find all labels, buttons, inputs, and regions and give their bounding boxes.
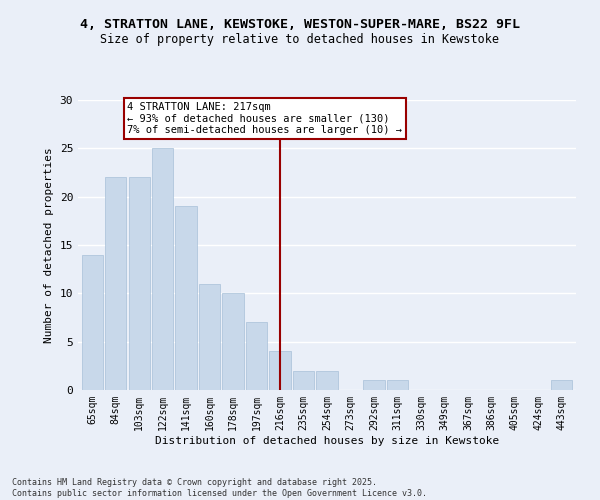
Bar (152, 148, 173, 390)
Text: 4, STRATTON LANE, KEWSTOKE, WESTON-SUPER-MARE, BS22 9FL: 4, STRATTON LANE, KEWSTOKE, WESTON-SUPER… (80, 18, 520, 30)
Bar (387, 380, 408, 390)
Text: 4 STRATTON LANE: 217sqm
← 93% of detached houses are smaller (130)
7% of semi-de: 4 STRATTON LANE: 217sqm ← 93% of detache… (127, 102, 403, 135)
Bar (551, 380, 572, 390)
Bar (199, 284, 220, 390)
Y-axis label: Number of detached properties: Number of detached properties (44, 147, 54, 343)
Bar (316, 370, 338, 390)
Bar (269, 352, 290, 390)
Bar (293, 370, 314, 390)
Bar (246, 322, 267, 390)
Bar (175, 206, 197, 390)
Text: Size of property relative to detached houses in Kewstoke: Size of property relative to detached ho… (101, 32, 499, 46)
Bar (364, 380, 385, 390)
Text: Contains HM Land Registry data © Crown copyright and database right 2025.
Contai: Contains HM Land Registry data © Crown c… (12, 478, 427, 498)
Bar (105, 178, 126, 390)
Bar (223, 294, 244, 390)
X-axis label: Distribution of detached houses by size in Kewstoke: Distribution of detached houses by size … (155, 436, 499, 446)
Bar (82, 254, 103, 390)
Bar (128, 178, 149, 390)
